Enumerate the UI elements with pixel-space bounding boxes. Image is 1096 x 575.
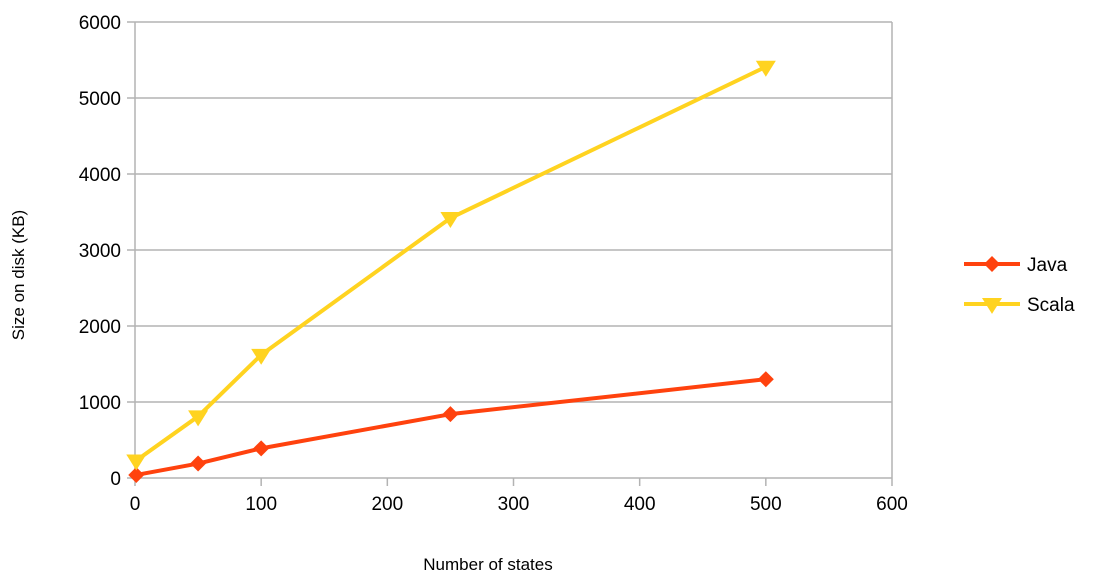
legend: Java Scala [964, 255, 1075, 316]
x-axis-title: Number of states [423, 555, 552, 574]
x-tick-label: 400 [624, 494, 656, 515]
x-tick-label: 0 [130, 494, 141, 515]
y-tick-label: 0 [110, 469, 121, 490]
y-axis-title: Size on disk (KB) [9, 210, 28, 340]
series-scala [126, 60, 776, 471]
scala-point [440, 212, 461, 228]
series-group [126, 60, 776, 483]
java-point [253, 440, 270, 457]
java-line [135, 377, 767, 477]
scala-point [126, 454, 147, 471]
y-axis-ticks: 0 1000 2000 3000 4000 5000 6000 [79, 13, 135, 490]
y-tick-label: 1000 [79, 393, 121, 414]
x-tick-label: 300 [498, 494, 530, 515]
legend-label: Java [1027, 255, 1068, 276]
gridlines [135, 21, 892, 479]
legend-marker [982, 297, 1002, 314]
scala-point [251, 348, 272, 365]
legend-label: Scala [1027, 295, 1075, 316]
legend-item-scala: Scala [964, 295, 1075, 316]
java-point [190, 455, 207, 472]
series-java [128, 371, 774, 483]
y-tick-label: 2000 [79, 317, 121, 338]
y-tick-label: 5000 [79, 89, 121, 110]
x-tick-label: 500 [750, 494, 782, 515]
y-tick-label: 4000 [79, 165, 121, 186]
y-tick-label: 3000 [79, 241, 121, 262]
y-tick-label: 6000 [79, 13, 121, 34]
java-point [442, 406, 459, 423]
x-tick-label: 100 [245, 494, 277, 515]
legend-marker [984, 256, 1000, 272]
java-point [757, 371, 774, 388]
scala-point [188, 410, 209, 427]
java-point [128, 466, 145, 483]
x-axis-ticks: 0 100 200 300 400 500 600 [130, 478, 908, 515]
legend-item-java: Java [964, 255, 1068, 276]
x-tick-label: 200 [371, 494, 403, 515]
scala-point [755, 60, 776, 77]
x-tick-label: 600 [876, 494, 908, 515]
